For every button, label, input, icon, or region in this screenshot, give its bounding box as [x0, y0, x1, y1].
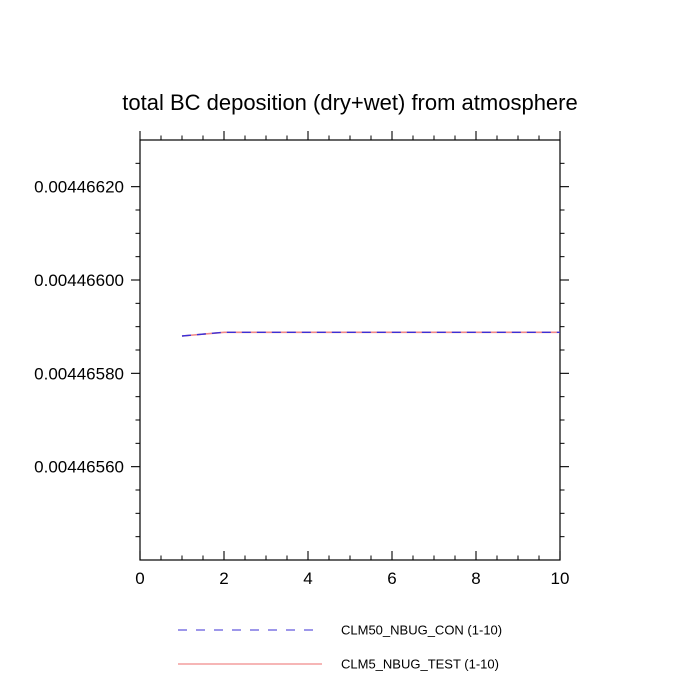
- y-tick-label: 0.00446560: [34, 458, 124, 477]
- series-layer: [181, 331, 560, 337]
- legend-label-0: CLM50_NBUG_CON (1-10): [341, 623, 502, 638]
- chart-title: total BC deposition (dry+wet) from atmos…: [122, 90, 577, 115]
- ticks-layer: 0 2 4 6 8 10 0.00446560 0.00446580 0.00446600 0.0…: [34, 131, 569, 588]
- x-tick-label: 0: [135, 569, 144, 588]
- x-tick-label: 4: [303, 569, 312, 588]
- y-tick-label: 0.00446600: [34, 271, 124, 290]
- x-tick-label: 10: [551, 569, 570, 588]
- x-tick-label: 2: [219, 569, 228, 588]
- y-tick-label: 0.00446620: [34, 178, 124, 197]
- y-tick-label: 0.00446580: [34, 364, 124, 383]
- x-tick-label: 6: [387, 569, 396, 588]
- x-tick-label: 8: [471, 569, 480, 588]
- series-line-0: [181, 331, 560, 337]
- legend-label-1: CLM5_NBUG_TEST (1-10): [341, 657, 499, 672]
- legend: CLM50_NBUG_CON (1-10) CLM5_NBUG_TEST (1-1…: [178, 623, 502, 672]
